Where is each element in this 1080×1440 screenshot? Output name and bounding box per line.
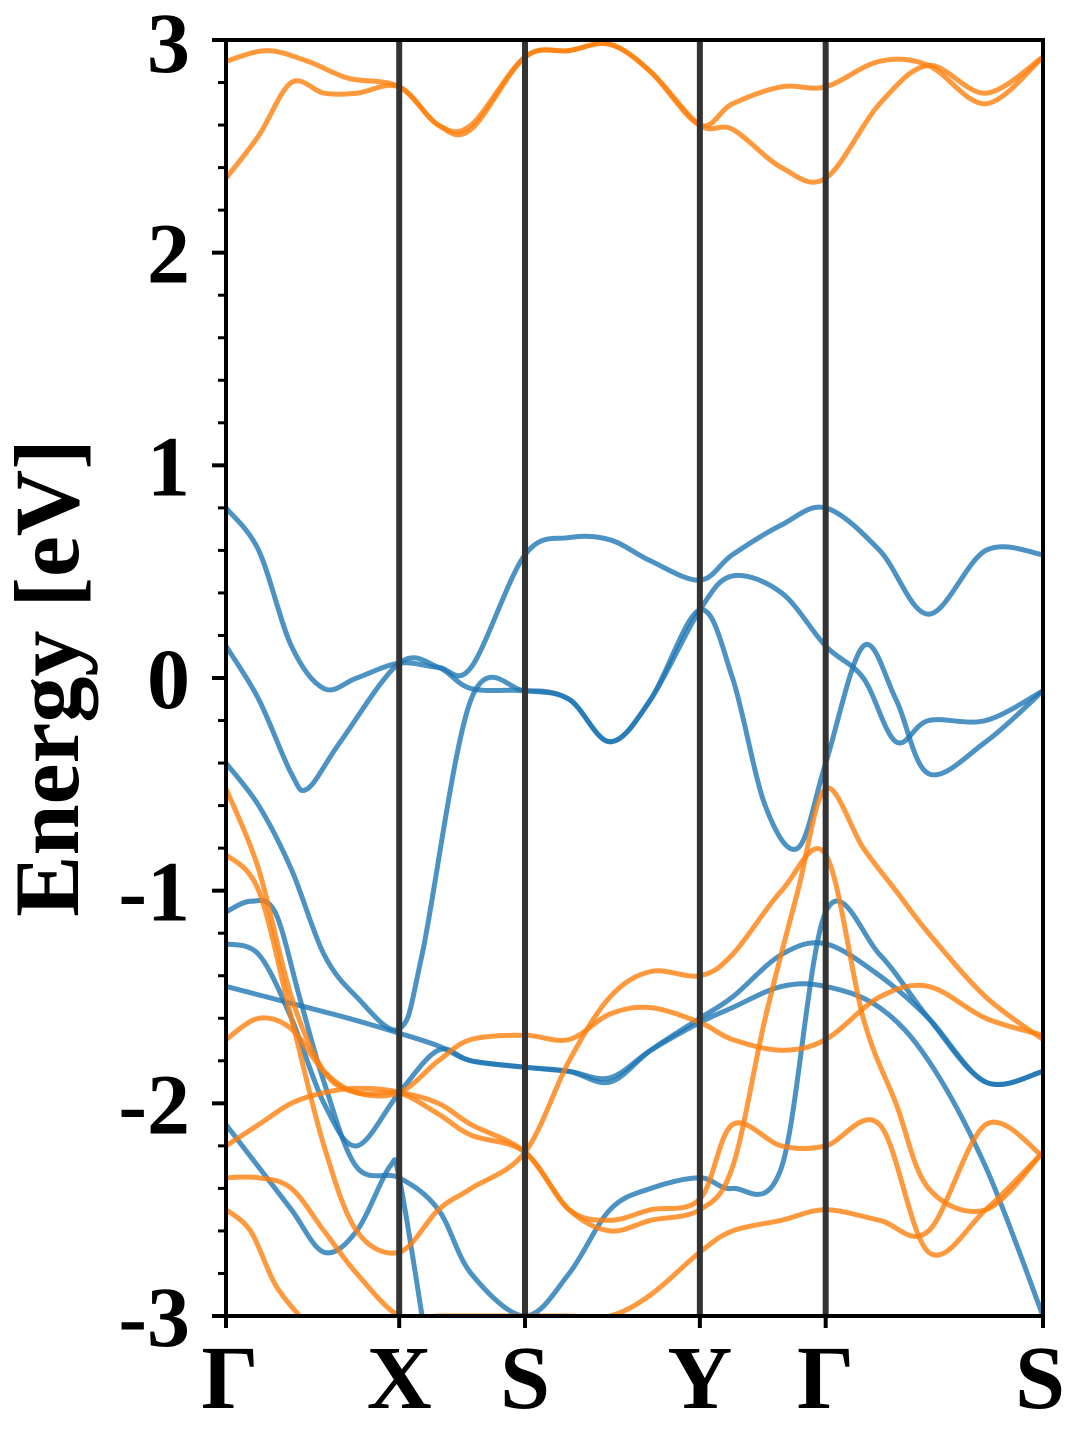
y-axis-ticks: 3 2 1 0 -1 -2 -3 [118, 0, 226, 1365]
band-line-orange-10 [226, 846, 1043, 1256]
y-tick-label-3: 0 [147, 631, 190, 727]
kpoint-label-3: Y [667, 1329, 732, 1428]
y-axis-label: Energy [eV] [0, 439, 98, 917]
band-line-orange-12 [226, 1085, 1043, 1258]
band-line-orange-8 [226, 40, 1043, 138]
kpoint-label-2: S [500, 1329, 550, 1428]
kpoint-label-4: Γ [797, 1329, 854, 1428]
y-tick-label-0: 3 [147, 0, 190, 91]
band-line-blue-4 [226, 940, 1043, 1149]
band-line-orange-13 [226, 1119, 1043, 1316]
band-line-blue-1 [226, 607, 1043, 852]
y-tick-label-2: 1 [147, 418, 190, 514]
band-line-orange-11 [226, 982, 1043, 1099]
band-line-blue-0 [226, 504, 1043, 693]
kpoint-label-1: X [367, 1329, 432, 1428]
band-line-blue-3 [226, 897, 1043, 1316]
band-lines [226, 40, 1043, 1316]
band-line-blue-5 [226, 981, 1043, 1316]
band-line-blue-2 [226, 572, 1043, 1033]
y-tick-label-4: -1 [118, 844, 190, 940]
plot-frame [224, 38, 1045, 1318]
y-tick-label-5: -2 [118, 1056, 190, 1152]
kpoint-label-0: Γ [201, 1329, 258, 1428]
kpoint-label-5: S [1015, 1329, 1065, 1428]
band-line-orange-14 [226, 1207, 302, 1316]
y-tick-label-6: -3 [118, 1269, 190, 1365]
y-tick-label-1: 2 [147, 206, 190, 302]
kpoint-lines [396, 40, 829, 1316]
